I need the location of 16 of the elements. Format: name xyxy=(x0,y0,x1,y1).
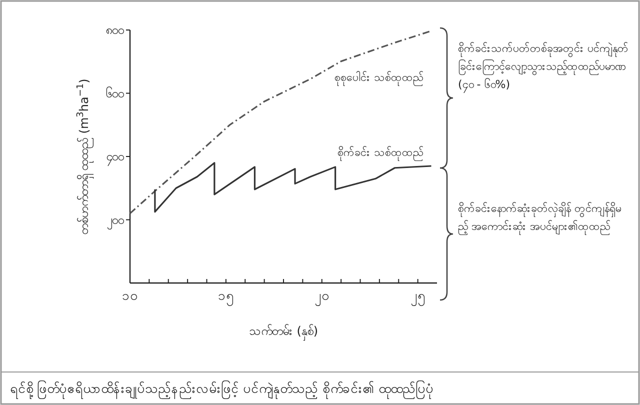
y-tick-label: ၈၀၀ xyxy=(106,23,124,37)
line-series xyxy=(154,162,432,213)
x-axis-title: သက်တမ်း (နှစ်) xyxy=(248,323,318,341)
y-tick-label: ၄၀၀ xyxy=(106,150,124,166)
x-tick-label: ၁၅ xyxy=(218,289,234,306)
x-tick-label: ၂၀ xyxy=(314,289,330,306)
x-tick-label: ၂၅ xyxy=(410,289,426,306)
text: စိုက်ခင်းနောက်ဆုံးခုတ်လှဲချိန် တွင်ကျန်ရှိမည့် အကောင်းဆုံး အပင်များ၏ထုထည် xyxy=(458,201,622,236)
text: စိုက်ခင်းသက်ပတ်တစ်ခုအတွင်း ပင်ကျဲနုတ်ခြင်းကြောင့်လျော့သွားသည့်ထုထည်ပမာဏ (၄၀ - ၆၀%) xyxy=(458,41,630,94)
x-tick-label: ၁၀ xyxy=(122,289,138,304)
line-series xyxy=(129,30,432,214)
series-label: စုစုပေါင်း သစ်ထုထည် xyxy=(334,70,424,86)
y-tick-label: ၂၀၀ xyxy=(107,212,124,230)
series-label: စိုက်ခင်း သစ်ထုထည် xyxy=(338,146,424,161)
text: ရင်စို့ဖြတ်ပုံဧရိယာထိန်းချုပ်သည့်နည်းလမ်းဖြင့် ပင်ကျဲနုတ်သည့် စိုက်ခင်း၏ ထုထည်ပြပုံ xyxy=(10,380,434,399)
y-tick-label: ၆၀၀ xyxy=(106,85,124,100)
